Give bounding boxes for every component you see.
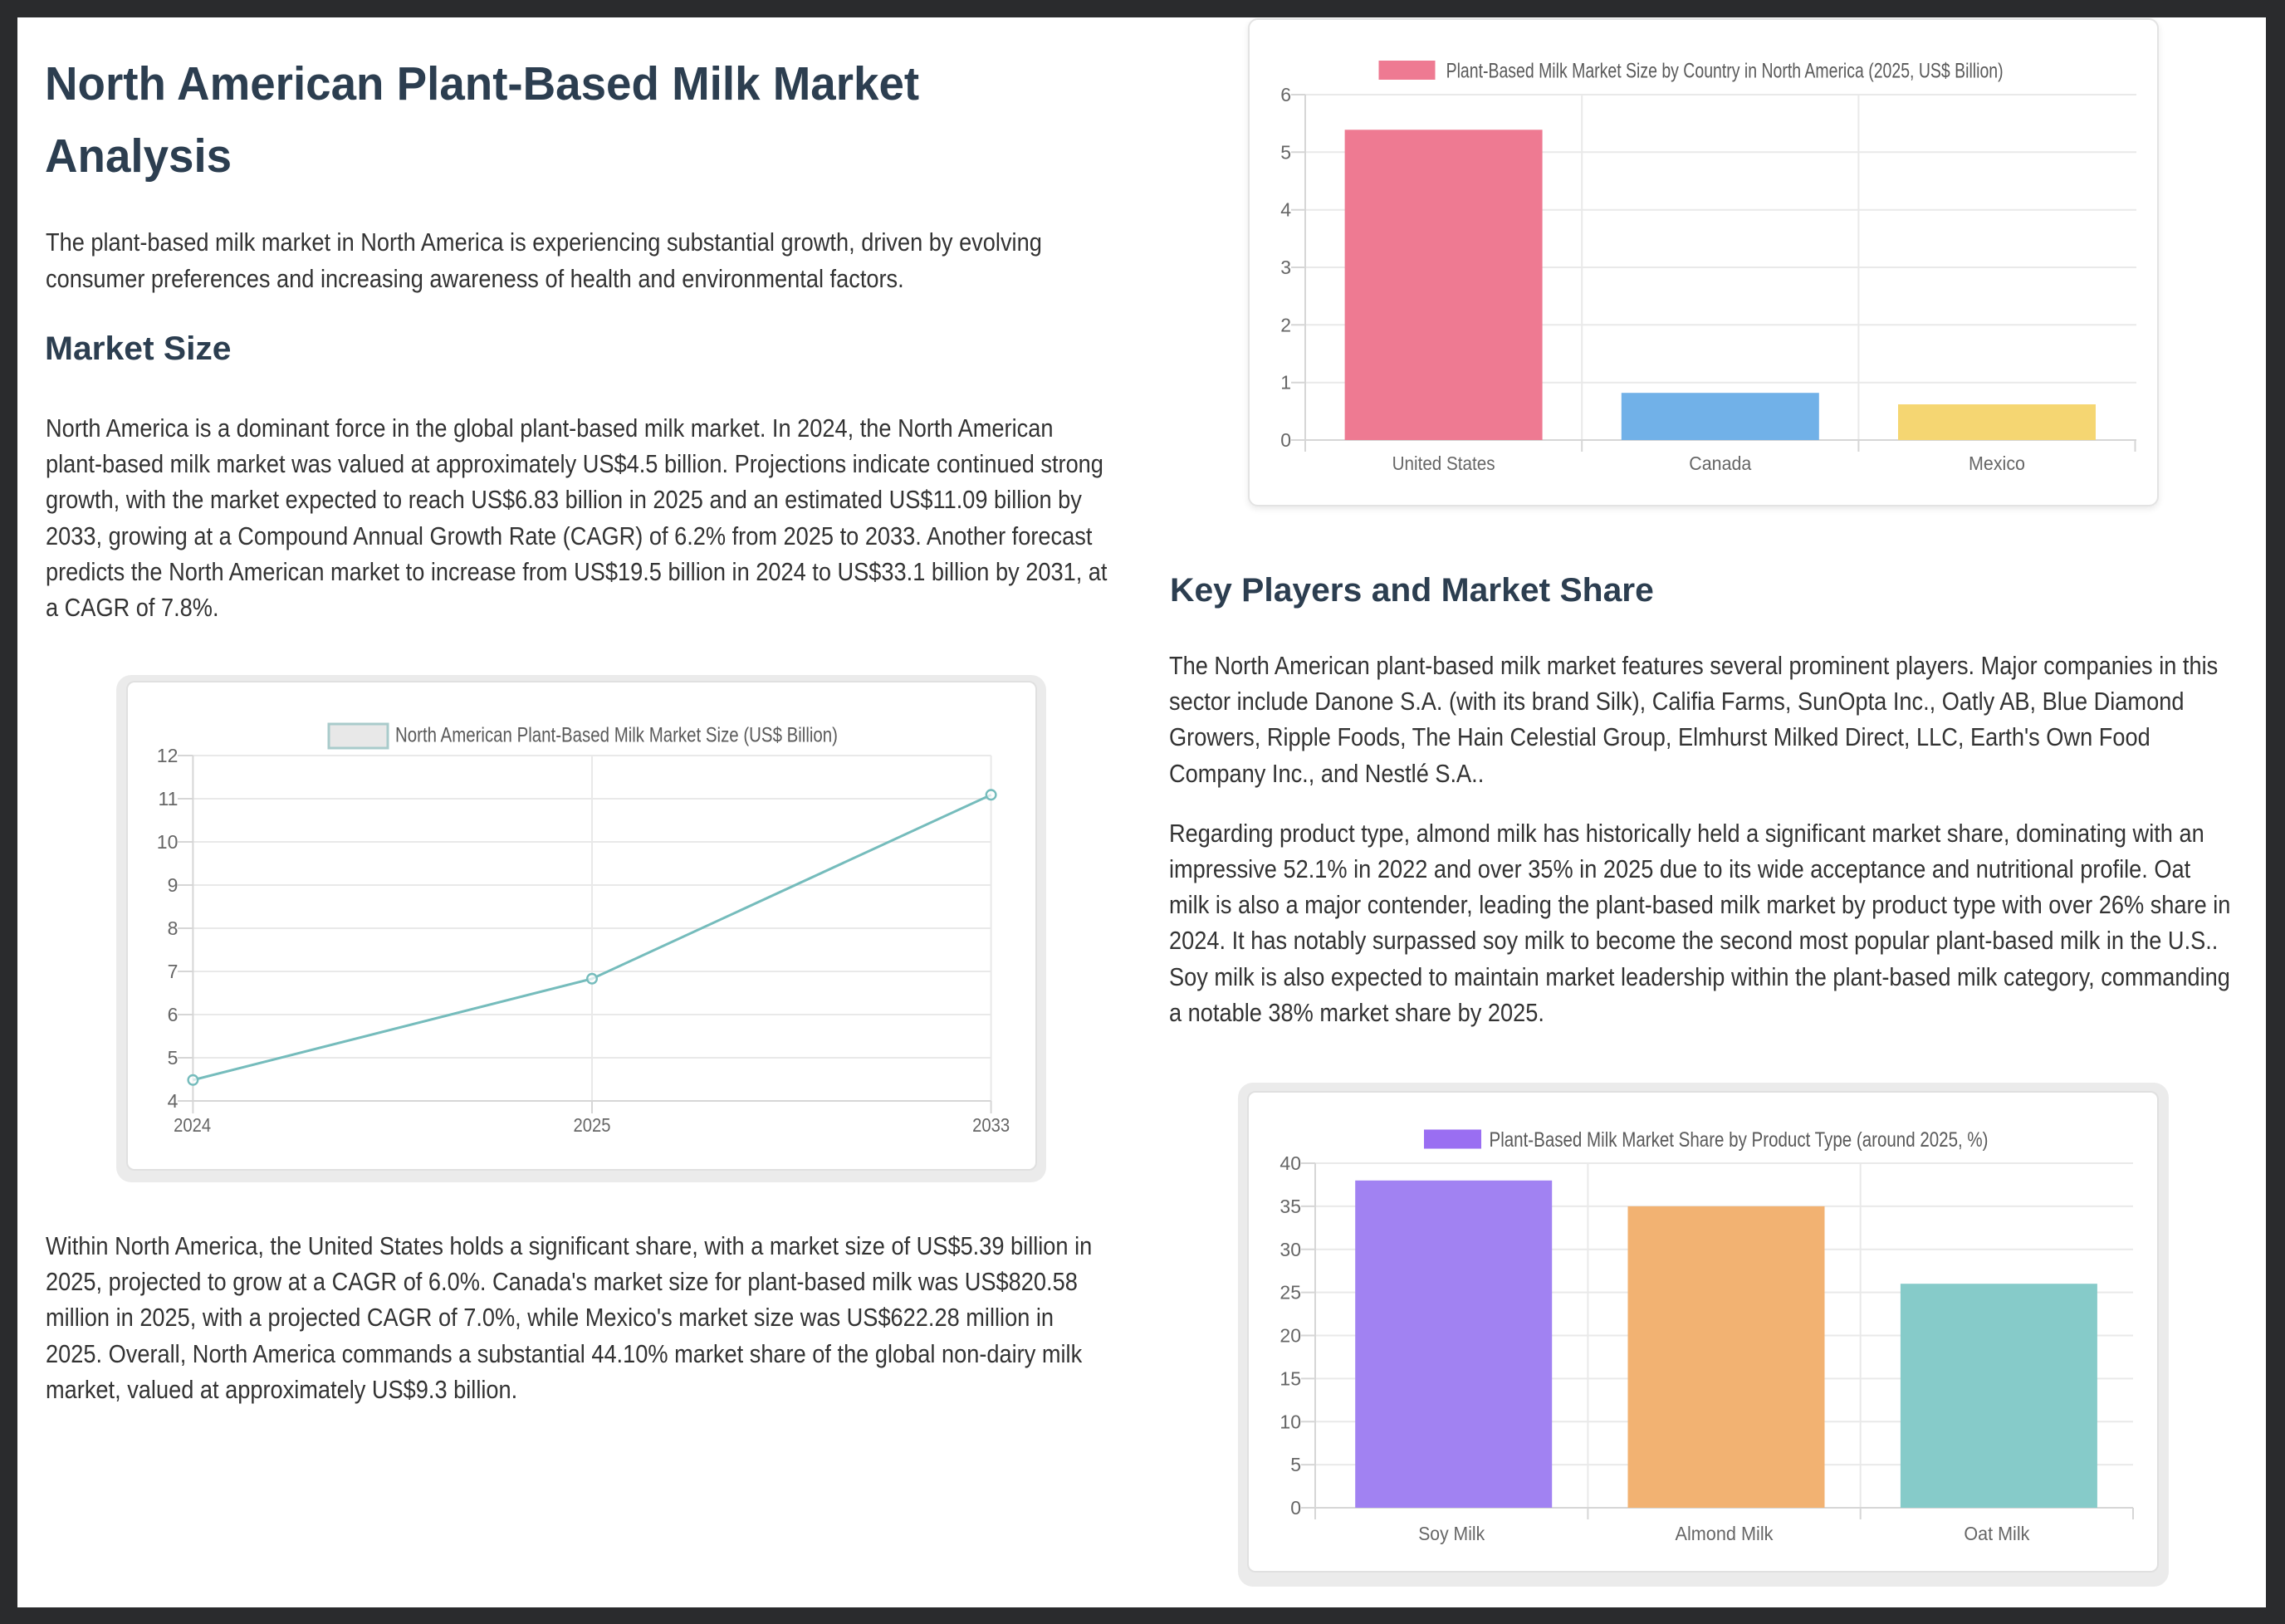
svg-text:2024: 2024 (174, 1114, 211, 1136)
svg-text:3: 3 (1280, 257, 1291, 278)
svg-text:30: 30 (1280, 1239, 1301, 1260)
svg-text:11: 11 (158, 788, 178, 810)
svg-text:40: 40 (1280, 1152, 1301, 1174)
svg-text:Canada: Canada (1689, 452, 1751, 474)
svg-text:2: 2 (1280, 314, 1291, 335)
svg-text:Oat Milk: Oat Milk (1964, 1523, 2029, 1544)
svg-text:Plant-Based Milk Market Share: Plant-Based Milk Market Share by Product… (1490, 1128, 1989, 1152)
svg-text:6: 6 (1280, 84, 1291, 105)
svg-text:10: 10 (1280, 1411, 1301, 1432)
svg-text:6: 6 (167, 1004, 178, 1025)
svg-text:Almond Milk: Almond Milk (1676, 1523, 1774, 1544)
svg-text:7: 7 (167, 961, 178, 982)
svg-text:0: 0 (1280, 429, 1291, 451)
svg-text:United States: United States (1392, 452, 1495, 474)
svg-text:Soy Milk: Soy Milk (1418, 1523, 1485, 1544)
svg-text:North American Plant-Based Mil: North American Plant-Based Milk Market S… (395, 724, 838, 747)
svg-text:20: 20 (1280, 1325, 1301, 1347)
svg-text:12: 12 (156, 745, 178, 766)
svg-text:8: 8 (167, 917, 178, 939)
svg-text:0: 0 (1290, 1497, 1301, 1519)
svg-text:Plant-Based Milk Market Size b: Plant-Based Milk Market Size by Country … (1446, 60, 2004, 83)
svg-text:10: 10 (156, 831, 178, 853)
svg-text:2025: 2025 (573, 1114, 610, 1136)
svg-text:4: 4 (1280, 199, 1291, 221)
svg-text:4: 4 (167, 1090, 178, 1112)
svg-text:15: 15 (1280, 1367, 1301, 1389)
svg-text:Mexico: Mexico (1969, 452, 2025, 474)
svg-text:35: 35 (1280, 1196, 1301, 1217)
svg-text:5: 5 (1290, 1454, 1301, 1475)
svg-text:1: 1 (1280, 372, 1291, 394)
svg-text:5: 5 (1280, 141, 1291, 163)
svg-text:5: 5 (167, 1047, 178, 1069)
svg-text:9: 9 (167, 874, 178, 896)
svg-text:25: 25 (1280, 1282, 1301, 1304)
svg-text:2033: 2033 (972, 1114, 1010, 1136)
